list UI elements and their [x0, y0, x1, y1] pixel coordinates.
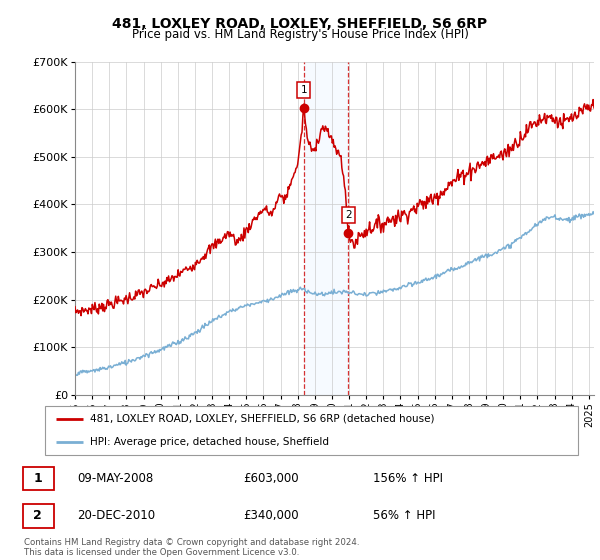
FancyBboxPatch shape: [45, 407, 578, 455]
Text: 481, LOXLEY ROAD, LOXLEY, SHEFFIELD, S6 6RP (detached house): 481, LOXLEY ROAD, LOXLEY, SHEFFIELD, S6 …: [89, 414, 434, 424]
Text: 2: 2: [34, 509, 42, 522]
Bar: [304, 62, 349, 395]
Text: 20-DEC-2010: 20-DEC-2010: [77, 509, 155, 522]
Text: £340,000: £340,000: [244, 509, 299, 522]
Text: 1: 1: [301, 85, 307, 95]
Text: £603,000: £603,000: [244, 472, 299, 485]
Text: 56% ↑ HPI: 56% ↑ HPI: [373, 509, 436, 522]
Text: 1: 1: [34, 472, 42, 485]
Text: 156% ↑ HPI: 156% ↑ HPI: [373, 472, 443, 485]
Text: 481, LOXLEY ROAD, LOXLEY, SHEFFIELD, S6 6RP: 481, LOXLEY ROAD, LOXLEY, SHEFFIELD, S6 …: [112, 17, 488, 31]
Text: 2: 2: [345, 210, 352, 220]
Text: Price paid vs. HM Land Registry's House Price Index (HPI): Price paid vs. HM Land Registry's House …: [131, 28, 469, 41]
FancyBboxPatch shape: [23, 504, 53, 528]
Text: 09-MAY-2008: 09-MAY-2008: [77, 472, 154, 485]
Text: HPI: Average price, detached house, Sheffield: HPI: Average price, detached house, Shef…: [89, 437, 329, 447]
Text: Contains HM Land Registry data © Crown copyright and database right 2024.
This d: Contains HM Land Registry data © Crown c…: [24, 538, 359, 557]
FancyBboxPatch shape: [23, 466, 53, 491]
